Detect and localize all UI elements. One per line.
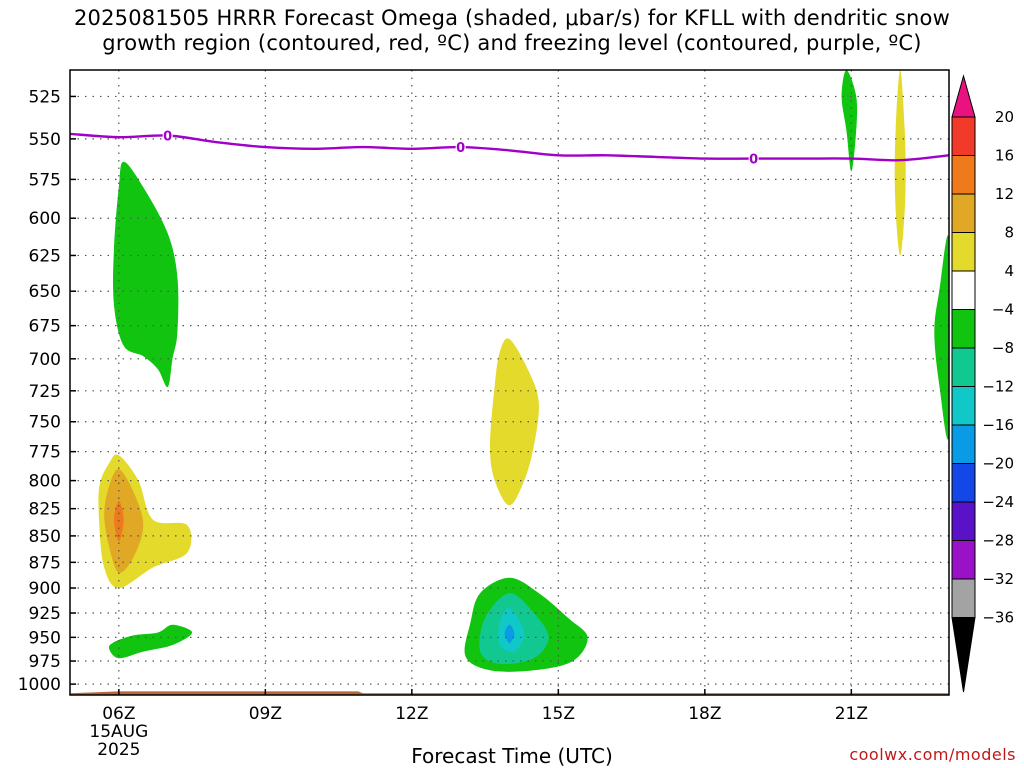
colorbar-label-1: 20 [995, 108, 1014, 126]
colorbar-label-12: −28 [982, 532, 1014, 550]
y-tick-label-900: 900 [29, 579, 61, 599]
omega-region-3 [104, 469, 144, 573]
colorbar-segment-5 [951, 232, 976, 272]
ground-surface [70, 691, 949, 695]
y-tick-label-650: 650 [29, 282, 61, 302]
omega-region-5 [108, 624, 193, 659]
y-tick-label-775: 775 [29, 443, 61, 463]
y-tick-label-825: 825 [29, 500, 61, 520]
y-tick-label-800: 800 [29, 472, 61, 492]
y-tick-label-675: 675 [29, 317, 61, 337]
freezing-level-label-2: 0 [456, 141, 465, 156]
x-tick-sublabel-2: 2025 [97, 740, 140, 760]
y-tick-label-725: 725 [29, 382, 61, 402]
colorbar-label-3: 12 [995, 185, 1014, 203]
axes: 525 550 575 600 625 650 675 700 725 750 775 800 825 8… [18, 69, 950, 760]
colorbar-segment-7 [951, 309, 976, 349]
y-tick-label-750: 750 [29, 413, 61, 433]
contour-lines: 0 0 0 [70, 128, 949, 168]
chart-title: 2025081505 HRRR Forecast Omega (shaded, … [0, 6, 1024, 56]
colorbar-segment-15 [951, 617, 976, 693]
colorbar-segment-1 [951, 74, 976, 118]
y-tick-label-850: 850 [29, 527, 61, 547]
omega-region-1 [113, 161, 179, 388]
omega-region-12 [894, 70, 906, 256]
colorbar-label-6: −4 [992, 301, 1014, 319]
freezing-level-label-bg-3 [748, 151, 759, 166]
colorbar-label-14: −36 [982, 609, 1014, 627]
y-tick-label-600: 600 [29, 209, 61, 229]
y-tick-label-975: 975 [29, 652, 61, 672]
y-tick-label-525: 525 [29, 87, 61, 107]
colorbar-label-5: 4 [1004, 262, 1014, 280]
colorbar-segment-10 [951, 424, 976, 464]
colorbar-segment-8 [951, 347, 976, 387]
y-tick-label-700: 700 [29, 350, 61, 370]
freezing-level-label-bg-2 [455, 140, 466, 155]
colorbar-label-11: −24 [982, 493, 1014, 511]
colorbar-label-10: −20 [982, 455, 1014, 473]
freezing-level-line [70, 132, 949, 162]
omega-region-13 [934, 235, 949, 440]
colorbar-segment-13 [951, 540, 976, 580]
source-credit: coolwx.com/models [849, 745, 1016, 764]
colorbar-segment-3 [951, 155, 976, 195]
omega-shading [70, 70, 949, 695]
colorbar-label-13: −32 [982, 570, 1014, 588]
x-tick-label-18Z: 18Z [688, 704, 721, 724]
colorbar-segment-9 [951, 386, 976, 426]
chart-title-line2: growth region (contoured, red, ºC) and f… [102, 31, 922, 55]
colorbar-label-8: −12 [982, 378, 1014, 396]
colorbar-label-9: −16 [982, 416, 1014, 434]
omega-region-11 [841, 70, 858, 172]
y-tick-label-575: 575 [29, 170, 61, 190]
y-tick-label-550: 550 [29, 130, 61, 150]
omega-region-6 [490, 338, 539, 506]
freezing-level-label-bg-1 [162, 128, 173, 143]
colorbar-label-4: 8 [1004, 224, 1014, 242]
omega-region-10 [504, 624, 515, 644]
colorbar-segment-2 [951, 116, 976, 156]
colorbar-label-7: −8 [992, 339, 1014, 357]
x-tick-label-12Z: 12Z [395, 704, 428, 724]
colorbar-segment-14 [951, 578, 976, 618]
colorbar-segment-12 [951, 501, 976, 541]
x-axis-label: Forecast Time (UTC) [411, 744, 613, 768]
freezing-level-label-1: 0 [163, 130, 172, 145]
y-tick-label-925: 925 [29, 604, 61, 624]
x-tick-label-09Z: 09Z [249, 704, 282, 724]
x-tick-label-21Z: 21Z [835, 704, 868, 724]
colorbar: 20 16 12 8 4 −4 −8 −12 −16 −20 −24 −28 −32 −36 [951, 74, 1014, 693]
chart-title-line1: 2025081505 HRRR Forecast Omega (shaded, … [74, 6, 950, 30]
colorbar-segment-11 [951, 463, 976, 503]
colorbar-label-2: 16 [995, 147, 1014, 165]
x-tick-label-06Z: 06Z [102, 704, 135, 724]
x-tick-sublabel-1: 15AUG [89, 722, 148, 742]
y-tick-label-625: 625 [29, 246, 61, 266]
colorbar-segment-4 [951, 193, 976, 233]
x-tick-label-15Z: 15Z [542, 704, 575, 724]
plot-frame [69, 69, 950, 696]
y-tick-label-950: 950 [29, 628, 61, 648]
y-tick-label-875: 875 [29, 553, 61, 573]
freezing-level-label-3: 0 [749, 153, 758, 168]
colorbar-segment-6 [951, 270, 976, 310]
y-tick-label-1000: 1000 [18, 675, 61, 695]
